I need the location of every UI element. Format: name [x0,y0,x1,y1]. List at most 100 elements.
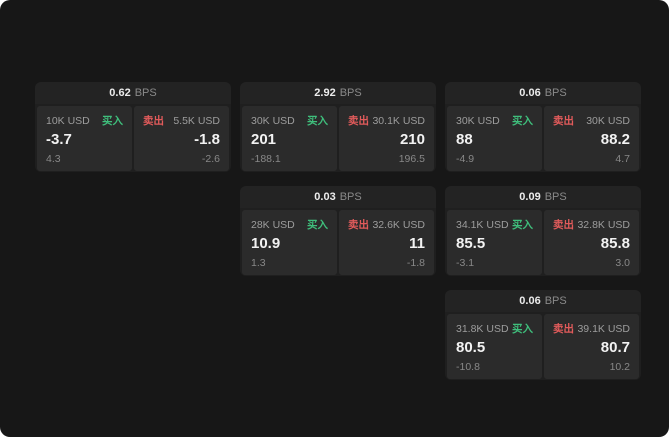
buy-sub-value: -188.1 [251,152,281,165]
spread-header: 0.06 BPS [445,290,641,312]
buy-label: 买入 [307,219,328,231]
buy-price: -3.7 [46,131,72,148]
sell-sub-value: 10.2 [609,360,630,373]
sell-panel-top: 卖出 32.6K USD [348,217,425,232]
buy-panel[interactable]: 34.1K USD 买入 85.5 -3.1 [447,210,542,275]
sell-panel[interactable]: 卖出 5.5K USD -1.8 -2.6 [134,106,229,171]
sell-label: 卖出 [553,219,574,231]
sell-panel-top: 卖出 32.8K USD [553,217,630,232]
buy-panel[interactable]: 30K USD 买入 88 -4.9 [447,106,542,171]
buy-sub-value: 1.3 [251,256,266,269]
sell-sub-value: -1.8 [406,256,425,269]
sell-sub-value: 3.0 [615,256,630,269]
quote-card-body: 31.8K USD 买入 80.5 -10.8 卖出 39.1K USD 80.… [445,312,641,380]
buy-size: 10K USD [46,114,90,127]
sell-panel-top: 卖出 5.5K USD [143,113,220,128]
quote-card: 0.06 BPS 31.8K USD 买入 80.5 -10.8 卖出 39.1… [445,290,641,380]
buy-label: 买入 [307,115,328,127]
sell-panel[interactable]: 卖出 30.1K USD 210 196.5 [339,106,434,171]
buy-panel-top: 30K USD 买入 [456,113,533,128]
sell-size: 32.8K USD [577,218,630,231]
buy-sub-value: -10.8 [456,360,480,373]
buy-label: 买入 [102,115,123,127]
quote-card: 0.03 BPS 28K USD 买入 10.9 1.3 卖出 32.6K US… [240,186,436,276]
buy-label: 买入 [512,219,533,231]
spread-value: 0.06 [519,295,541,307]
sell-size: 32.6K USD [372,218,425,231]
buy-label: 买入 [512,323,533,335]
sell-panel-top: 卖出 39.1K USD [553,321,630,336]
sell-panel[interactable]: 卖出 39.1K USD 80.7 10.2 [544,314,639,379]
sell-size: 30.1K USD [372,114,425,127]
buy-size: 30K USD [251,114,295,127]
sell-panel-top: 卖出 30.1K USD [348,113,425,128]
spread-header: 0.09 BPS [445,186,641,208]
bps-label: BPS [544,87,567,99]
spread-value: 0.09 [519,191,541,203]
buy-price: 80.5 [456,339,486,356]
buy-panel-top: 28K USD 买入 [251,217,328,232]
buy-price: 10.9 [251,235,281,252]
sell-price: 88.2 [600,131,630,148]
sell-label: 卖出 [553,115,574,127]
sell-panel[interactable]: 卖出 32.6K USD 11 -1.8 [339,210,434,275]
sell-panel-top: 卖出 30K USD [553,113,630,128]
quote-cards-grid: 0.62 BPS 10K USD 买入 -3.7 4.3 卖出 5.5K USD [35,82,641,380]
buy-panel[interactable]: 31.8K USD 买入 80.5 -10.8 [447,314,542,379]
sell-sub-value: 4.7 [615,152,630,165]
quote-card: 0.09 BPS 34.1K USD 买入 85.5 -3.1 卖出 32.8K… [445,186,641,276]
spread-header: 2.92 BPS [240,82,436,104]
bps-label: BPS [544,191,567,203]
buy-panel[interactable]: 28K USD 买入 10.9 1.3 [242,210,337,275]
buy-price: 88 [456,131,473,148]
buy-panel-top: 34.1K USD 买入 [456,217,533,232]
quote-card: 0.06 BPS 30K USD 买入 88 -4.9 卖出 30K USD [445,82,641,172]
buy-sub-value: 4.3 [46,152,61,165]
sell-label: 卖出 [348,115,369,127]
sell-size: 30K USD [586,114,630,127]
sell-price: 80.7 [600,339,630,356]
spread-value: 0.03 [314,191,336,203]
quote-card: 0.62 BPS 10K USD 买入 -3.7 4.3 卖出 5.5K USD [35,82,231,172]
buy-size: 31.8K USD [456,322,509,335]
quote-card-body: 10K USD 买入 -3.7 4.3 卖出 5.5K USD -1.8 -2.… [35,104,231,172]
bps-label: BPS [134,87,157,99]
buy-label: 买入 [512,115,533,127]
buy-price: 85.5 [456,235,486,252]
bps-label: BPS [544,295,567,307]
sell-label: 卖出 [553,323,574,335]
quote-card-body: 34.1K USD 买入 85.5 -3.1 卖出 32.8K USD 85.8… [445,208,641,276]
spread-header: 0.06 BPS [445,82,641,104]
buy-panel-top: 31.8K USD 买入 [456,321,533,336]
quote-card: 2.92 BPS 30K USD 买入 201 -188.1 卖出 30.1K … [240,82,436,172]
bps-label: BPS [339,87,362,99]
sell-price: 85.8 [600,235,630,252]
buy-panel[interactable]: 10K USD 买入 -3.7 4.3 [37,106,132,171]
sell-size: 5.5K USD [173,114,220,127]
sell-price: 11 [409,235,425,252]
buy-panel[interactable]: 30K USD 买入 201 -188.1 [242,106,337,171]
bps-label: BPS [339,191,362,203]
sell-size: 39.1K USD [577,322,630,335]
buy-size: 28K USD [251,218,295,231]
buy-size: 34.1K USD [456,218,509,231]
buy-panel-top: 30K USD 买入 [251,113,328,128]
buy-size: 30K USD [456,114,500,127]
sell-sub-value: 196.5 [398,152,425,165]
buy-sub-value: -3.1 [456,256,475,269]
spread-header: 0.62 BPS [35,82,231,104]
quote-card-body: 28K USD 买入 10.9 1.3 卖出 32.6K USD 11 -1.8 [240,208,436,276]
sell-sub-value: -2.6 [201,152,220,165]
spread-header: 0.03 BPS [240,186,436,208]
spread-value: 0.62 [109,87,131,99]
buy-price: 201 [251,131,277,148]
buy-panel-top: 10K USD 买入 [46,113,123,128]
quote-card-body: 30K USD 买入 88 -4.9 卖出 30K USD 88.2 4.7 [445,104,641,172]
sell-label: 卖出 [143,115,164,127]
sell-panel[interactable]: 卖出 30K USD 88.2 4.7 [544,106,639,171]
sell-panel[interactable]: 卖出 32.8K USD 85.8 3.0 [544,210,639,275]
spread-value: 2.92 [314,87,336,99]
buy-sub-value: -4.9 [456,152,475,165]
spread-value: 0.06 [519,87,541,99]
